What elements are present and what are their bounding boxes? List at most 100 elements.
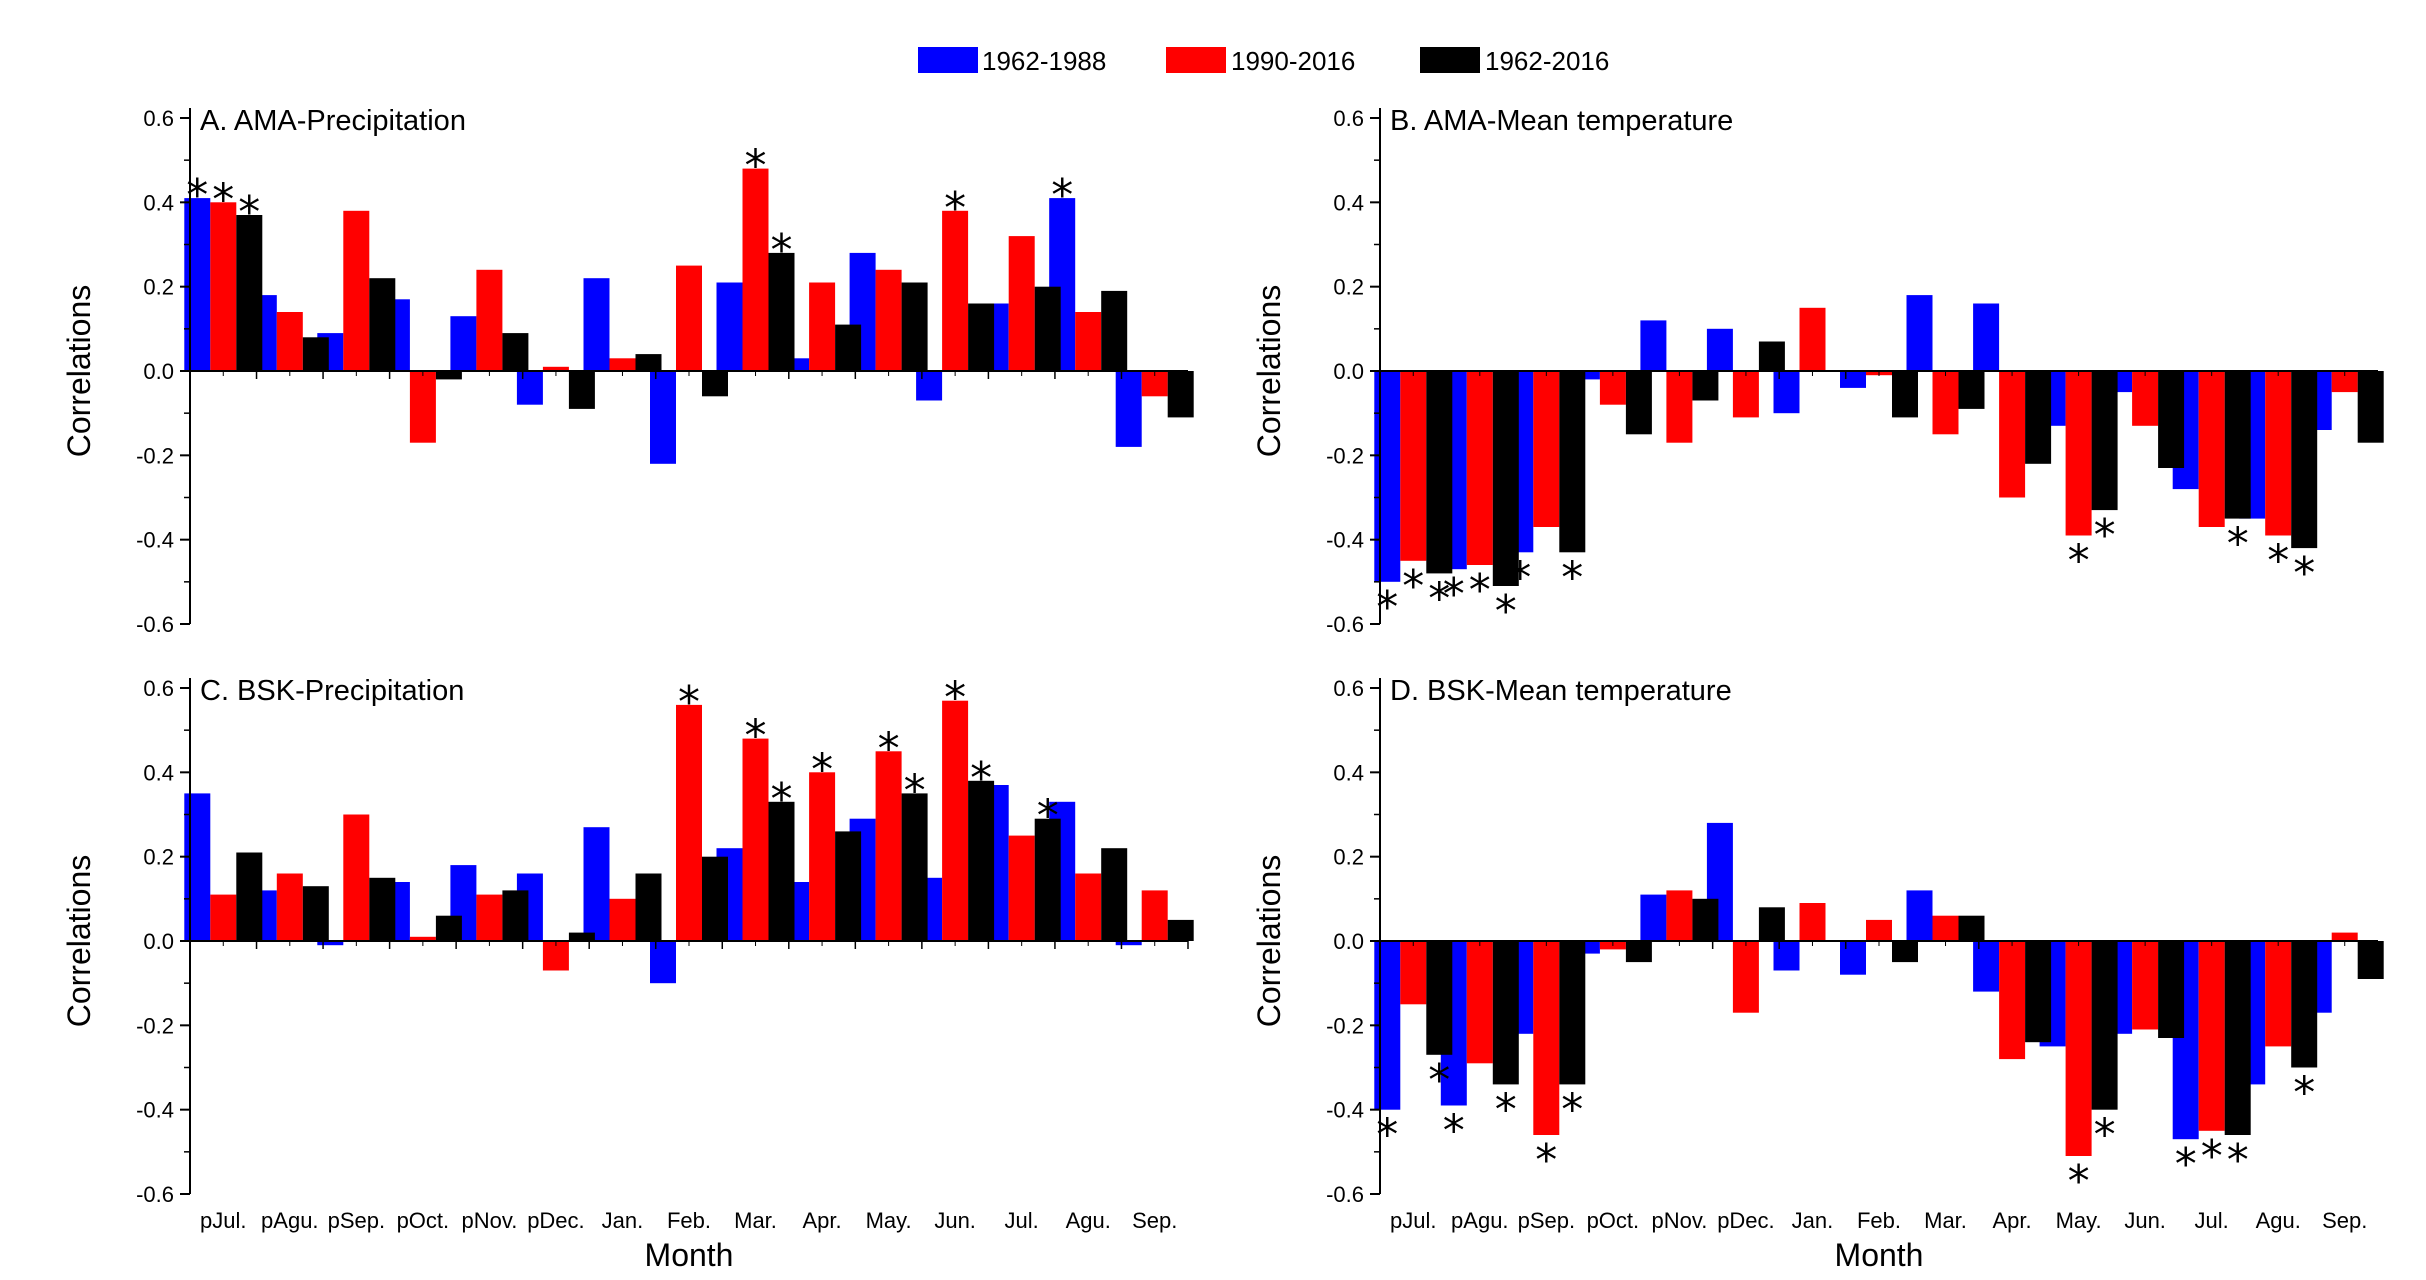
significance-star: *: [1051, 170, 1073, 221]
bar-1962-2016-pAgu.: [302, 337, 329, 371]
bar-1962-1988-Feb.: [650, 941, 676, 984]
bar-1962-2016-pSep.: [1559, 371, 1586, 553]
bar-1962-2016-Feb.: [702, 371, 728, 397]
bar-1990-2016-Agu.: [1075, 312, 1102, 371]
bar-1990-2016-Jul.: [1008, 835, 1035, 941]
significance-star: *: [238, 187, 260, 238]
significance-star: *: [811, 744, 833, 795]
x-tick-label: Sep.: [1132, 1208, 1177, 1233]
bar-1990-2016-pNov.: [476, 269, 503, 371]
x-tick-label: Agu.: [1066, 1208, 1111, 1233]
x-tick-label: pAgu.: [261, 1208, 319, 1233]
significance-star: *: [1495, 586, 1517, 637]
bar-1990-2016-Mar.: [742, 168, 769, 371]
significance-star: *: [745, 141, 767, 192]
significance-star: *: [2227, 519, 2249, 570]
bar-1990-2016-Jun.: [942, 700, 969, 941]
bar-1962-2016-Sep.: [2357, 371, 2384, 443]
x-tick-label: Jan.: [1792, 1208, 1834, 1233]
bar-1962-2016-pDec.: [568, 371, 595, 409]
y-tick-label: 0.0: [1333, 929, 1364, 954]
bar-1962-1988-Mar.: [1906, 890, 1933, 941]
bar-1990-2016-pOct.: [1599, 371, 1626, 405]
y-tick-label: -0.4: [136, 528, 174, 553]
bar-1962-1988-pDec.: [1706, 328, 1733, 371]
bar-1962-1988-Mar.: [1906, 295, 1933, 371]
significance-star: *: [2293, 1068, 2315, 1119]
x-tick-label: pJul.: [1390, 1208, 1436, 1233]
significance-star: *: [745, 711, 767, 762]
legend-swatch-1962-1988: [918, 47, 978, 73]
bar-1990-2016-pSep.: [343, 814, 370, 941]
bar-1962-2016-Jun.: [2158, 941, 2185, 1038]
bar-1962-1988-Jan.: [1773, 941, 1800, 971]
bar-1962-2016-pSep.: [369, 877, 396, 942]
significance-star: *: [2201, 1131, 2223, 1182]
x-tick-label: pDec.: [1717, 1208, 1774, 1233]
bar-1962-2016-Apr.: [2025, 941, 2052, 1043]
bar-1990-2016-pAgu.: [276, 873, 303, 941]
y-tick-label: 0.0: [143, 359, 174, 384]
y-tick-label: 0.6: [143, 676, 174, 701]
bar-1990-2016-pSep.: [1533, 941, 1560, 1135]
legend-swatch-1990-2016: [1166, 47, 1226, 73]
y-tick-label: -0.6: [1326, 1182, 1364, 1207]
y-tick-label: 0.2: [143, 275, 174, 300]
bar-1990-2016-pSep.: [343, 210, 370, 371]
bar-1962-2016-pOct.: [1625, 941, 1652, 963]
bar-1962-1988-pJul.: [184, 793, 211, 941]
bar-1990-2016-pNov.: [476, 894, 503, 941]
y-tick-label: 0.6: [1333, 106, 1364, 131]
x-tick-label: pJul.: [200, 1208, 246, 1233]
bar-1962-2016-Apr.: [2025, 371, 2052, 464]
y-axis-title: Correlations: [1251, 285, 1287, 458]
bar-1990-2016-pAgu.: [276, 312, 303, 371]
bar-1962-2016-Mar.: [1958, 915, 1985, 941]
x-tick-label: Jul.: [2195, 1208, 2229, 1233]
x-tick-label: May.: [866, 1208, 912, 1233]
bar-1990-2016-Feb.: [676, 704, 702, 941]
bar-1962-1988-pOct.: [1573, 371, 1600, 380]
significance-star: *: [1443, 569, 1465, 620]
bar-1990-2016-pDec.: [1732, 941, 1759, 1013]
x-tick-label: Mar.: [1924, 1208, 1967, 1233]
legend-label-1990-2016: 1990-2016: [1231, 46, 1355, 76]
significance-star: *: [678, 677, 700, 728]
bar-1990-2016-pJul.: [210, 202, 237, 371]
significance-star: *: [904, 765, 926, 816]
y-tick-label: -0.2: [136, 443, 174, 468]
bar-1962-1988-Sep.: [1115, 941, 1142, 946]
bar-1962-2016-Agu.: [2291, 371, 2318, 549]
bar-1962-2016-Sep.: [2357, 941, 2384, 979]
bar-1962-1988-pNov.: [1640, 320, 1667, 371]
significance-star: *: [1037, 791, 1059, 842]
bar-1990-2016-Feb.: [1866, 919, 1892, 941]
bar-1990-2016-Mar.: [1932, 915, 1959, 941]
bar-1962-2016-May.: [2091, 941, 2118, 1110]
bar-1962-2016-pAgu.: [1492, 371, 1519, 586]
y-axis-title: Correlations: [1251, 855, 1287, 1028]
bar-1962-2016-Feb.: [1892, 941, 1918, 963]
significance-star: *: [1402, 561, 1424, 612]
bar-1990-2016-Jan.: [609, 358, 636, 371]
bar-1962-2016-Mar.: [768, 801, 795, 941]
bar-1990-2016-Jan.: [609, 898, 636, 941]
bar-1990-2016-pNov.: [1666, 890, 1693, 941]
bar-1990-2016-pJul.: [1400, 941, 1427, 1005]
bar-1990-2016-Agu.: [2265, 941, 2292, 1047]
bar-1990-2016-Agu.: [2265, 371, 2292, 536]
bar-1962-2016-pDec.: [1758, 907, 1785, 941]
bar-1962-2016-May.: [2091, 371, 2118, 511]
bar-1990-2016-Apr.: [1999, 371, 2026, 498]
bar-1962-2016-Jan.: [635, 873, 662, 941]
x-tick-label: pDec.: [527, 1208, 584, 1233]
legend: 1962-1988 1990-2016 1962-2016: [918, 46, 1609, 76]
bar-1962-2016-Agu.: [1101, 848, 1128, 941]
bar-1962-2016-Jul.: [2224, 371, 2251, 519]
bar-1990-2016-May.: [2065, 371, 2092, 536]
bar-1962-2016-Sep.: [1167, 371, 1194, 418]
x-tick-label: Apr.: [802, 1208, 841, 1233]
significance-star: *: [1376, 1110, 1398, 1161]
panel-title: C. BSK-Precipitation: [200, 675, 464, 707]
